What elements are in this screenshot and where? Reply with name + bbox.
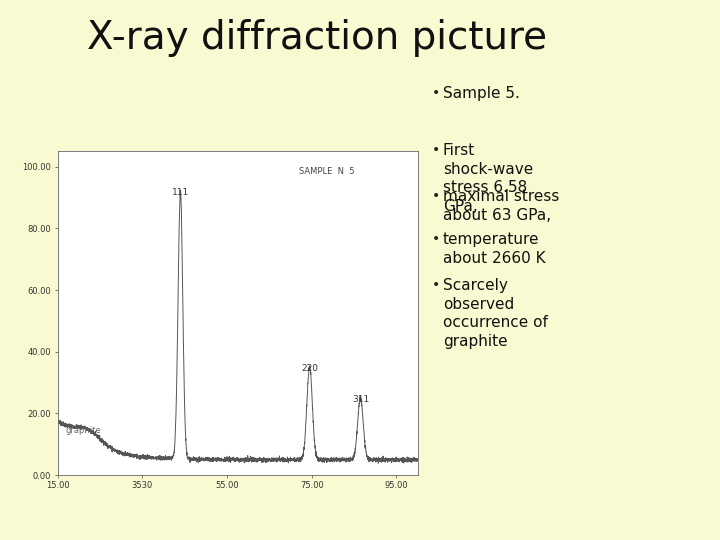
Text: X-ray diffraction picture: X-ray diffraction picture bbox=[86, 19, 547, 57]
Text: •: • bbox=[432, 86, 440, 100]
Text: 220: 220 bbox=[301, 364, 318, 373]
Text: •: • bbox=[432, 143, 440, 157]
Text: maximal stress
about 63 GPa,: maximal stress about 63 GPa, bbox=[443, 189, 559, 222]
Text: •: • bbox=[432, 189, 440, 203]
Text: •: • bbox=[432, 232, 440, 246]
Text: Sample 5.: Sample 5. bbox=[443, 86, 520, 102]
Text: SAMPLE  N  5: SAMPLE N 5 bbox=[299, 167, 354, 176]
Text: 311: 311 bbox=[352, 395, 369, 404]
Text: 111: 111 bbox=[172, 188, 189, 198]
Text: graphite: graphite bbox=[66, 426, 101, 435]
Text: •: • bbox=[432, 278, 440, 292]
Text: First
shock-wave
stress 6.58
GPa,: First shock-wave stress 6.58 GPa, bbox=[443, 143, 533, 214]
Text: temperature
about 2660 K: temperature about 2660 K bbox=[443, 232, 546, 266]
Text: Scarcely
observed
occurrence of
graphite: Scarcely observed occurrence of graphite bbox=[443, 278, 548, 349]
